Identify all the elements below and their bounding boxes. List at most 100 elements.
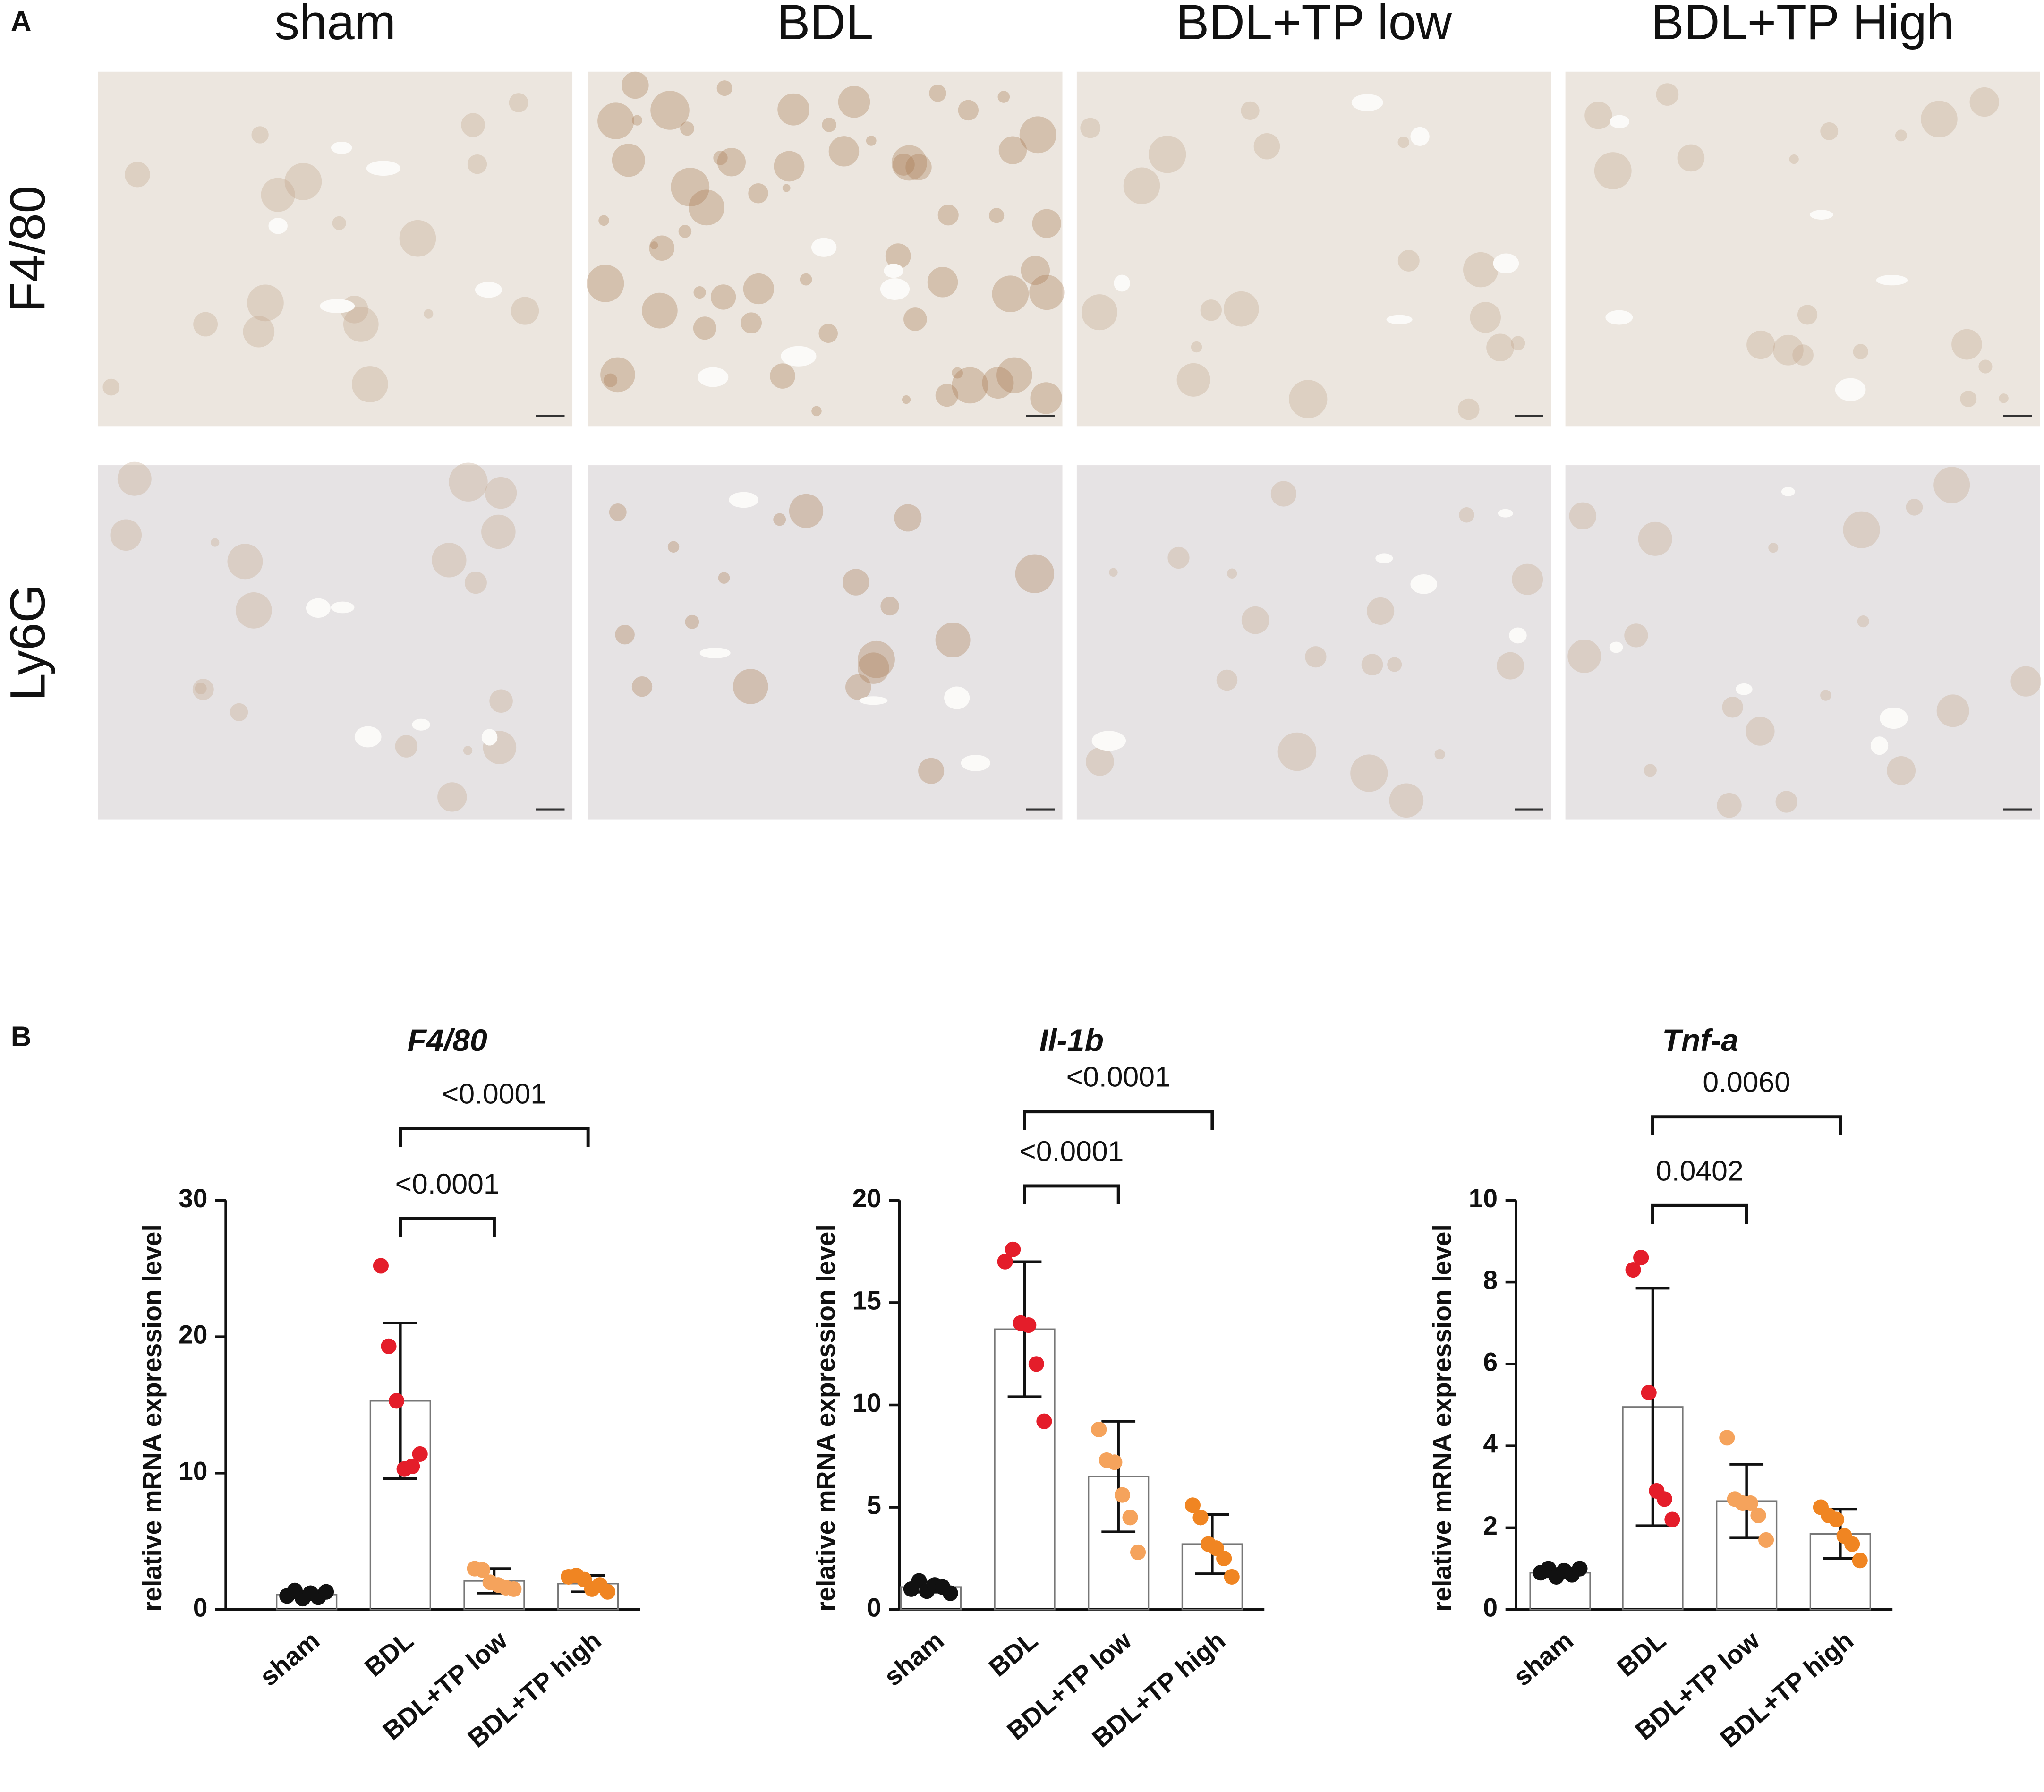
stain-spot [1887,756,1916,785]
stain-spot [1223,291,1259,327]
stain-spot [828,136,860,167]
stain-spot [235,592,272,629]
stain-spot [284,163,322,200]
vessel [1114,274,1130,292]
stain-spot [998,136,1027,164]
stain-spot [935,623,971,657]
chart-title: Tnf-a [1662,1023,1738,1058]
stain-spot [710,284,736,310]
stain-spot [352,366,388,402]
stain-spot [193,312,218,337]
stain-spot [1999,393,2009,403]
data-point [506,1581,522,1597]
y-axis-label: relative mRNA expression level [137,1224,167,1612]
stain-spot [982,367,1014,399]
vessel [1835,378,1866,401]
stain-spot [1906,498,1923,516]
data-point [1828,1511,1845,1527]
stain-spot [935,384,959,407]
data-point [599,1584,616,1600]
stain-spot [1149,136,1186,173]
stain-spot [741,312,762,333]
data-point [1844,1536,1860,1552]
stain-spot [631,115,643,126]
stain-spot [650,91,690,130]
stain-spot [845,674,871,700]
stain-spot [1350,754,1388,792]
vessel [412,718,430,731]
x-tick-label: BDL [359,1625,419,1682]
x-tick-label: sham [254,1625,325,1691]
stain-spot [1030,382,1062,414]
stain-spot [1123,167,1160,205]
vessel [1609,641,1623,653]
stain-spot [748,183,768,204]
stain-spot [600,357,635,393]
stain-spot [1191,341,1202,353]
stain-spot [858,640,895,678]
column-label: BDL+TP low [1176,0,1452,50]
y-axis-label: relative mRNA expression level [1428,1224,1457,1612]
micrograph [98,71,573,427]
stain-spot [838,85,870,118]
vessel [944,686,970,709]
stain-spot [1270,481,1297,507]
stain-spot [773,513,786,526]
stain-spot [1969,87,1999,117]
stain-spot [1512,563,1543,595]
stain-spot [894,504,922,532]
p-value: <0.0001 [442,1078,546,1110]
stain-spot [774,151,805,182]
stain-spot [996,357,1032,393]
stain-spot [597,102,634,139]
stain-spot [2010,666,2041,697]
stain-spot [1015,554,1055,593]
data-point [1742,1495,1758,1511]
vessel [1781,487,1795,496]
stain-spot [1594,152,1632,189]
stain-spot [716,80,732,96]
stain-spot [777,93,809,126]
data-point [1122,1510,1138,1526]
stain-spot [432,543,467,578]
vessel [1375,553,1393,563]
chart-title: F4/80 [407,1023,487,1058]
vessel [1509,627,1527,644]
vessel [320,299,355,313]
stain-spot [1305,646,1327,668]
significance-bracket [1651,1115,1842,1135]
stain-spot [997,91,1010,103]
y-tick-label: 0 [193,1593,208,1622]
stain-spot [713,151,728,165]
data-point [1091,1421,1107,1438]
vessel [1351,94,1383,111]
vessel [366,161,400,176]
stain-spot [678,225,692,238]
vessel [1498,509,1513,518]
stain-spot [464,572,487,594]
stain-spot [1843,511,1880,548]
data-point [1028,1356,1044,1372]
stain-spot [1200,299,1222,321]
micrograph [98,465,573,820]
stain-spot [1951,329,1982,360]
vessel [884,264,903,278]
stain-spot [843,569,869,596]
x-tick-label: BDL [1611,1625,1671,1682]
row-label: Ly6G [0,584,56,701]
stain-spot [1278,732,1317,771]
stain-spot [1775,791,1797,813]
y-tick-label: 10 [852,1388,881,1417]
y-tick-label: 4 [1483,1429,1498,1459]
stain-spot [437,782,467,812]
data-point [1625,1262,1641,1278]
stain-spot [1677,144,1705,172]
stain-spot [1387,657,1402,672]
panel-label: A [11,5,32,37]
y-tick-label: 8 [1483,1265,1498,1295]
data-point [1021,1317,1037,1333]
data-point [942,1585,958,1601]
data-point [1184,1497,1201,1513]
stain-spot [937,205,959,226]
